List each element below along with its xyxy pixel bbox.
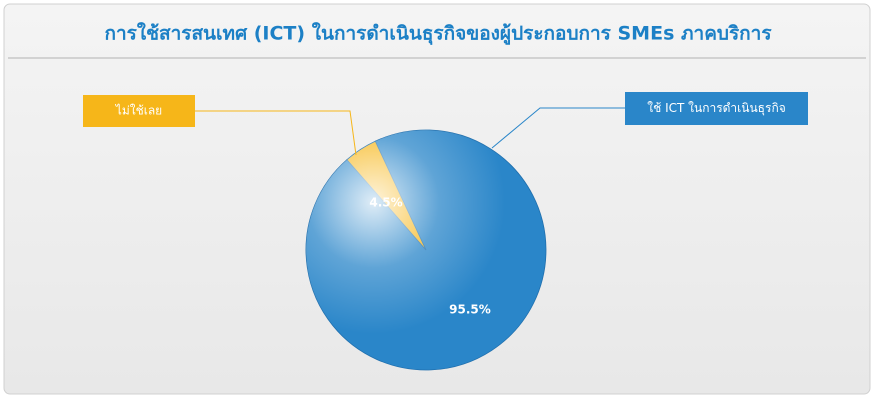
- gloss: [306, 130, 546, 370]
- leader-line: [195, 110, 357, 156]
- legend-label: ใช้ ICT ในการดำเนินธุรกิจ: [647, 101, 786, 116]
- legend-label: ไม่ใช้เลย: [115, 104, 162, 118]
- data-label: 4.5%: [369, 196, 402, 210]
- legend-box: [625, 92, 808, 125]
- chart-title: การใช้สารสนเทศ (ICT) ในการดำเนินธุรกิจขอ…: [104, 22, 772, 46]
- legend-box: [83, 95, 195, 127]
- data-label: 95.5%: [449, 303, 491, 317]
- leader-line: [491, 107, 625, 149]
